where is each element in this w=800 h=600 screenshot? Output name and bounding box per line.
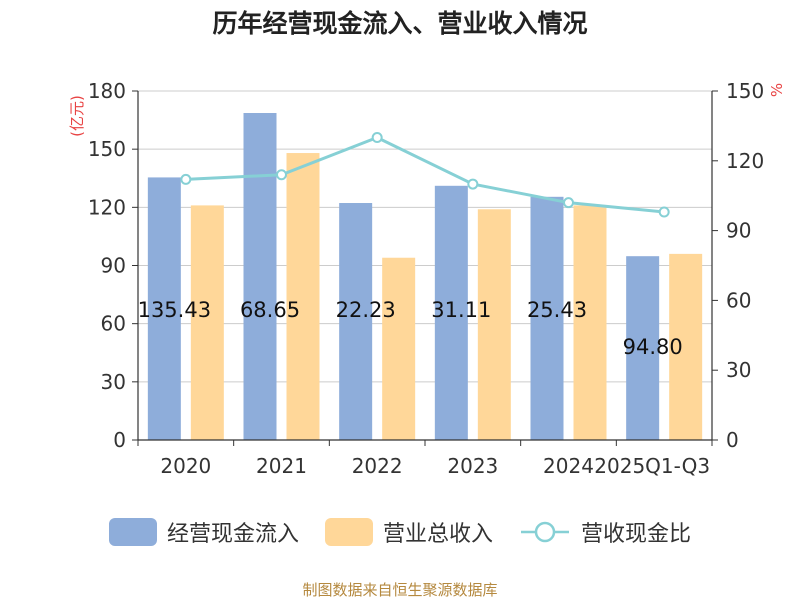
legend-line-marker-icon [521, 521, 569, 543]
left-axis-tick-label: 150 [88, 137, 126, 161]
chart-title: 历年经营现金流入、营业收入情况 [212, 9, 588, 38]
left-axis-tick-label: 180 [88, 79, 126, 103]
bar-revenue [190, 205, 224, 440]
bar-revenue [286, 153, 320, 441]
ratio-point [467, 178, 479, 190]
bar-revenue [382, 257, 416, 440]
bar-cash-inflow [530, 196, 564, 440]
right-axis-tick-label: 90 [726, 219, 751, 243]
data-label-cash-inflow: 68.65 [240, 298, 300, 322]
legend-label-cash-inflow: 经营现金流入 [166, 522, 299, 547]
right-axis-tick-label: 120 [726, 149, 764, 173]
x-axis-category-label: 2025Q1-Q3 [594, 454, 710, 478]
bar-cash-inflow [147, 177, 181, 441]
bar-cash-inflow [434, 185, 468, 440]
legend-item-cash-inflow[interactable]: 经营现金流入 [108, 516, 299, 548]
bar-cash-inflow [243, 113, 277, 441]
ratio-point [658, 206, 670, 218]
data-label-cash-inflow: 31.11 [431, 298, 491, 322]
ratio-point [371, 132, 383, 144]
x-axis-category-label: 2024 [543, 454, 594, 478]
right-axis-tick-label: 30 [726, 358, 751, 382]
data-label-cash-inflow: 25.43 [527, 298, 587, 322]
bar-cash-inflow [339, 203, 373, 440]
ratio-point [180, 173, 192, 185]
data-label-cash-inflow: 135.43 [138, 298, 211, 322]
data-source-note: 制图数据来自恒生聚源数据库 [302, 581, 498, 599]
bar-revenue [669, 253, 703, 440]
left-axis-tick-label: 60 [101, 312, 126, 336]
ratio-line [185, 135, 665, 214]
left-axis-unit-label: (亿元) [68, 95, 86, 137]
left-axis-tick-label: 90 [101, 254, 126, 278]
chart-plot: 0 30 60 90 120 150 180 0 30 60 90 120 150 2020 2021 202… [68, 79, 786, 478]
bar-cash-inflow [626, 256, 660, 440]
x-axis-category-label: 2023 [447, 454, 498, 478]
left-axis-tick-label: 30 [101, 370, 126, 394]
x-axis-category-label: 2020 [160, 454, 211, 478]
legend: 经营现金流入 营业总收入 营收现金比 [0, 516, 800, 548]
legend-swatch-cash-inflow [108, 518, 157, 546]
right-axis-tick-label: 0 [726, 428, 739, 452]
ratio-point [276, 169, 287, 181]
bar-revenue [573, 205, 607, 440]
x-axis-category-label: 2022 [352, 454, 403, 478]
x-axis-category-label: 2021 [256, 454, 307, 478]
ratio-point [563, 197, 574, 209]
legend-label-cash-ratio: 营收现金比 [581, 522, 692, 547]
left-axis-tick-label: 120 [88, 195, 126, 219]
legend-label-revenue: 营业总收入 [382, 522, 493, 547]
data-label-cash-inflow: 22.23 [336, 298, 396, 322]
data-label-cash-inflow: 94.80 [623, 335, 683, 359]
legend-item-revenue[interactable]: 营业总收入 [324, 516, 493, 548]
right-axis-tick-label: 60 [726, 288, 751, 312]
right-axis-unit-label: % [768, 83, 786, 97]
right-axis-tick-label: 150 [726, 79, 764, 103]
legend-item-cash-ratio[interactable]: 营收现金比 [519, 516, 691, 548]
left-axis-tick-label: 0 [113, 428, 126, 452]
legend-swatch-revenue [324, 518, 373, 546]
bar-revenue [477, 209, 511, 440]
